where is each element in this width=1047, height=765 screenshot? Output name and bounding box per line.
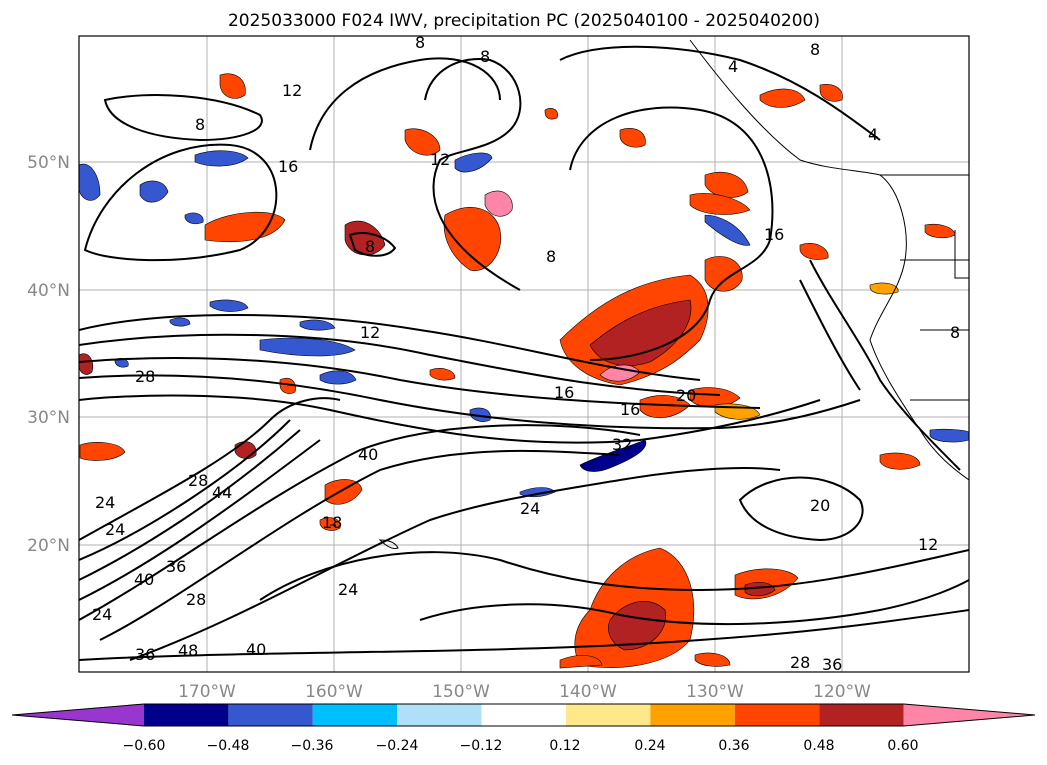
lat-label: 40°N [27,281,70,301]
colorbar-segment [481,704,566,726]
colorbar-extend-max [903,704,1035,726]
contour-label: 4 [728,57,738,76]
contour-label: 24 [95,493,115,512]
colorbar-segment [819,704,904,726]
map-background [79,36,969,672]
contour-label: 8 [195,115,205,134]
colorbar: −0.60 −0.48 −0.36 −0.24 −0.12 0.12 0.24 … [11,703,1036,754]
colorbar-tick: 0.48 [803,738,834,754]
colorbar-tick: 0.60 [887,738,918,754]
contour-label: 16 [554,383,574,402]
contour-label: 16 [278,157,298,176]
contour-label: 8 [365,237,375,256]
lon-label: 150°W [432,682,490,702]
colorbar-tick: −0.48 [207,738,250,754]
iwv-contours [79,45,969,661]
contour-label: 28 [188,471,208,490]
contour-label: 36 [822,655,842,674]
coastlines [330,39,969,549]
map-frame [78,35,970,673]
figure-title: 2025033000 F024 IWV, precipitation PC (2… [228,11,820,31]
contour-label: 4 [868,125,878,144]
contour-label: 28 [790,653,810,672]
colorbar-tick: −0.12 [460,738,503,754]
contour-label: 24 [520,499,540,518]
colorbar-tick: 0.24 [634,738,665,754]
lon-label: 170°W [178,682,236,702]
contour-label: 12 [430,150,450,169]
contour-label: 20 [810,496,830,515]
colorbar-segment [734,704,820,726]
contour-labels: 8 12 16 8 12 4 8 4 8 16 8 16 12 28 16 20… [92,33,960,674]
colorbar-segment [566,704,651,726]
contour-label: 16 [620,400,640,419]
colorbar-tick: −0.60 [123,738,166,754]
colorbar-outline [11,703,1036,727]
colorbar-segment [397,704,482,726]
contour-label: 28 [135,367,155,386]
colorbar-tick: −0.24 [376,738,419,754]
contour-label: 40 [246,640,266,659]
contour-label: 36 [166,557,186,576]
contour-label: 12 [918,535,938,554]
colorbar-segments [11,703,1036,727]
contour-label: 8 [950,323,960,342]
contour-label: 20 [676,386,696,405]
colorbar-segment [228,704,313,726]
lat-label: 30°N [27,408,70,428]
contour-label: 24 [105,520,125,539]
precip-shading [79,73,969,669]
contour-label: 18 [322,513,342,532]
contour-label: 8 [480,47,490,66]
contour-label: 8 [415,33,425,52]
contour-label: 16 [764,225,784,244]
contour-label: 12 [282,81,302,100]
colorbar-tick: 0.36 [718,738,749,754]
lat-label: 50°N [27,153,70,173]
contour-label: 32 [612,435,632,454]
contour-label: 24 [338,580,358,599]
colorbar-tick: −0.36 [291,738,334,754]
lat-labels: 50°N 40°N 30°N 20°N [27,153,70,556]
lon-labels: 170°W 160°W 150°W 140°W 130°W 120°W [178,682,871,702]
lat-label: 20°N [27,536,70,556]
colorbar-tick: 0.12 [549,738,580,754]
contour-label: 24 [92,605,112,624]
contour-label: 40 [134,570,154,589]
colorbar-extend-min [12,704,144,726]
map-panel: 8 12 16 8 12 4 8 4 8 16 8 16 12 28 16 20… [78,33,970,674]
contour-label: 8 [810,40,820,59]
contour-label: 36 [135,645,155,664]
contour-label: 12 [360,323,380,342]
contour-label: 44 [212,483,232,502]
colorbar-segment [650,704,735,726]
lon-label: 120°W [813,682,871,702]
lon-label: 140°W [559,682,617,702]
contour-label: 8 [546,247,556,266]
lon-label: 160°W [305,682,363,702]
contour-label: 48 [178,641,198,660]
colorbar-segment [144,704,229,726]
colorbar-segment [312,704,398,726]
contour-label: 40 [358,445,378,464]
contour-label: 28 [186,590,206,609]
lon-label: 130°W [686,682,744,702]
colorbar-ticks: −0.60 −0.48 −0.36 −0.24 −0.12 0.12 0.24 … [123,738,919,754]
